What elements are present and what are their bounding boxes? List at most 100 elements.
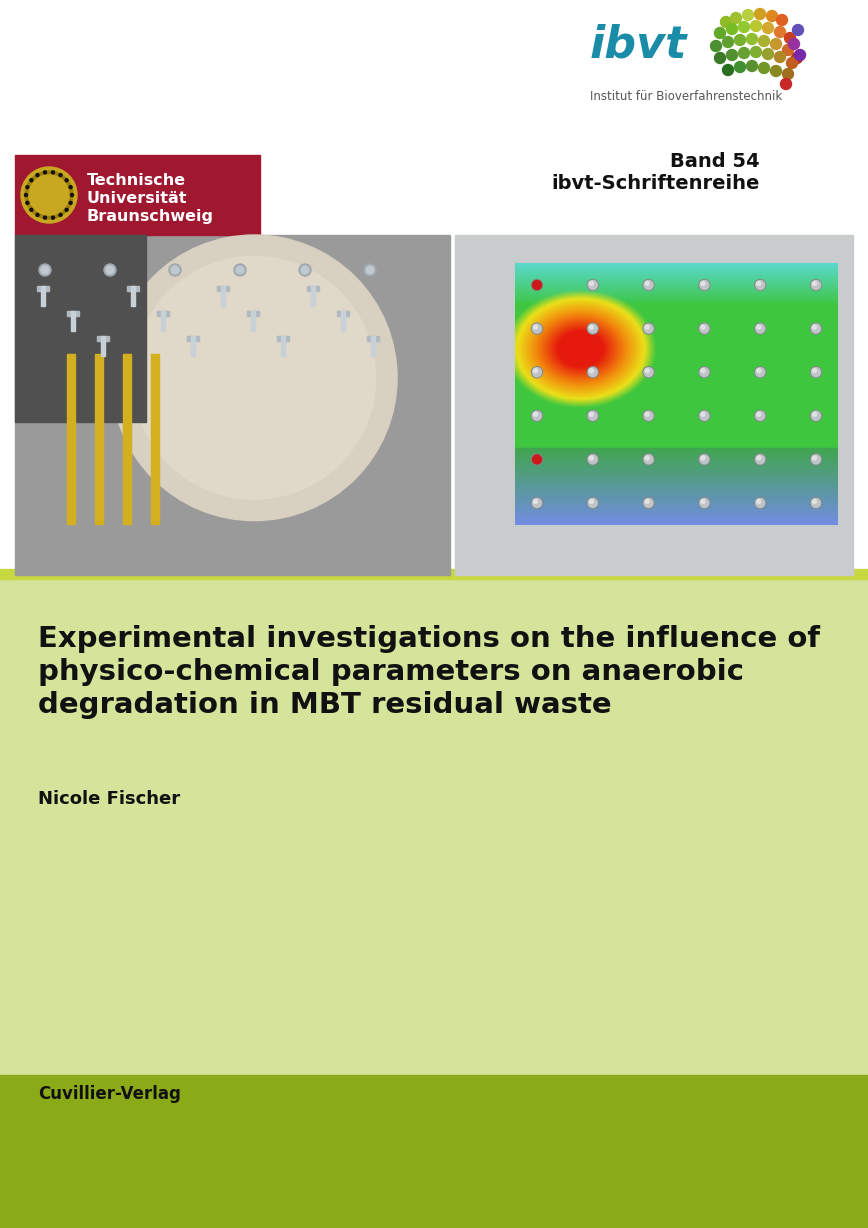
Circle shape [644,280,653,290]
Circle shape [644,411,653,420]
Text: ibvt-Schriftenreihe: ibvt-Schriftenreihe [552,174,760,193]
Circle shape [589,280,597,290]
Circle shape [754,454,766,465]
Circle shape [531,367,542,378]
Circle shape [588,497,598,508]
Text: Technische: Technische [87,173,186,188]
Circle shape [25,171,73,219]
Bar [187,336,199,341]
Circle shape [700,281,705,285]
Bar [95,354,103,524]
Circle shape [774,27,786,38]
Circle shape [777,15,787,26]
Circle shape [754,323,766,334]
Circle shape [43,216,47,219]
Circle shape [589,368,594,373]
Text: Nicole Fischer: Nicole Fischer [38,790,181,808]
Circle shape [785,32,795,43]
Bar [96,336,108,341]
Circle shape [643,410,654,421]
Circle shape [532,499,542,507]
Circle shape [812,413,817,416]
Circle shape [645,413,649,416]
Circle shape [21,167,77,223]
Circle shape [532,367,542,377]
Circle shape [43,171,47,174]
Bar [15,235,146,422]
Circle shape [588,367,598,378]
Circle shape [812,456,817,460]
Text: Band 54: Band 54 [670,152,760,171]
Circle shape [754,9,766,20]
Circle shape [589,367,597,377]
Circle shape [811,497,821,508]
Bar [131,286,135,306]
Circle shape [589,500,594,503]
Circle shape [645,368,649,373]
Circle shape [700,280,709,290]
Circle shape [700,454,709,464]
Circle shape [757,368,760,373]
Circle shape [751,21,761,32]
Bar [455,235,853,575]
Circle shape [766,11,778,22]
Circle shape [742,10,753,21]
Circle shape [700,368,705,373]
Circle shape [811,367,821,378]
Circle shape [26,185,29,189]
Circle shape [534,500,537,503]
Circle shape [727,23,738,34]
Circle shape [589,499,597,507]
Circle shape [51,171,55,174]
Bar [251,311,254,332]
Circle shape [739,48,749,59]
Circle shape [534,325,537,329]
Circle shape [756,324,765,333]
Circle shape [792,53,803,64]
Circle shape [731,12,741,23]
Circle shape [811,280,821,291]
Circle shape [754,367,766,378]
Circle shape [643,280,654,291]
Circle shape [757,281,760,285]
Circle shape [720,16,732,27]
Circle shape [532,454,542,464]
Circle shape [786,58,798,69]
Circle shape [534,413,537,416]
Circle shape [36,173,39,177]
Circle shape [169,264,181,276]
Circle shape [26,201,29,204]
Bar [101,336,105,356]
Circle shape [59,173,62,177]
Circle shape [739,22,749,32]
Circle shape [299,264,311,276]
Circle shape [51,216,55,219]
Circle shape [30,179,33,182]
Circle shape [812,325,817,329]
Circle shape [700,367,709,377]
Text: physico-chemical parameters on anaerobic: physico-chemical parameters on anaerobic [38,658,744,686]
Circle shape [29,176,69,215]
Circle shape [811,454,821,465]
Bar [0,569,868,578]
Circle shape [699,280,710,291]
Circle shape [746,33,758,44]
Circle shape [589,411,597,420]
Circle shape [788,38,799,49]
Circle shape [754,410,766,421]
Circle shape [643,497,654,508]
Circle shape [771,38,781,49]
Circle shape [236,266,244,274]
Circle shape [645,456,649,460]
Circle shape [757,456,760,460]
Circle shape [762,48,773,59]
Circle shape [69,201,72,204]
Bar [341,311,345,332]
Circle shape [774,52,786,63]
Circle shape [812,411,820,420]
Bar [0,1074,868,1228]
Circle shape [782,69,793,80]
Circle shape [700,325,705,329]
Circle shape [756,280,765,290]
Bar [220,286,225,306]
